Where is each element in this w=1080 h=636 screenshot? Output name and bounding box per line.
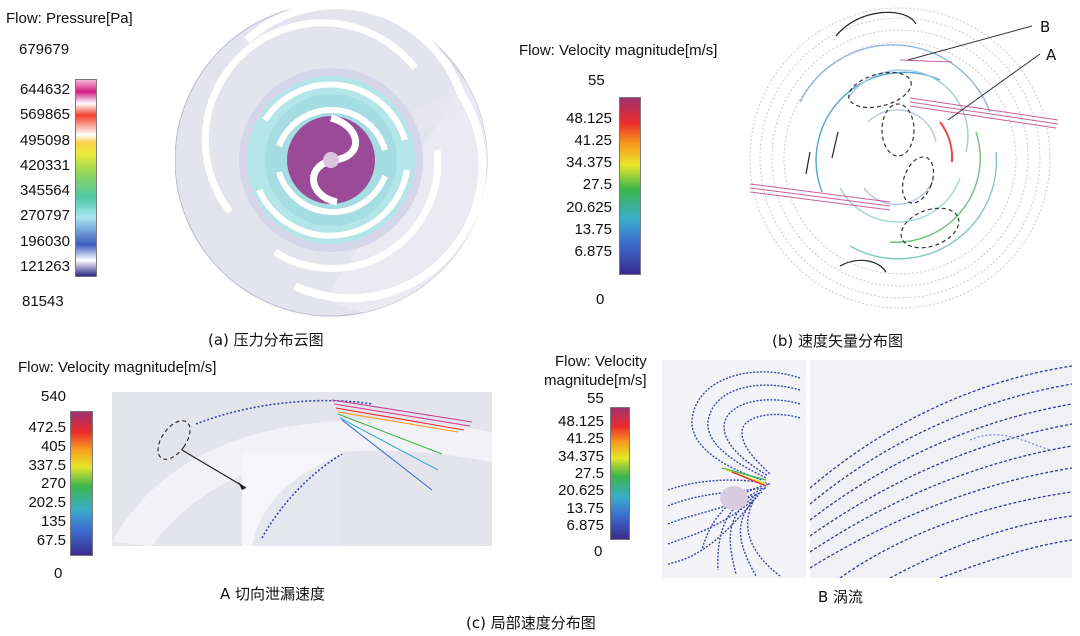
leak-tick: 405 <box>40 437 66 455</box>
velocity-tick: 27.5 <box>582 176 612 194</box>
leak-colorbar <box>70 411 93 556</box>
pressure-tick: 345564 <box>19 182 70 200</box>
pressure-tick: 495098 <box>19 131 70 149</box>
vortex-tick: 48.125 <box>558 413 604 430</box>
leak-legend-min: 0 <box>54 565 63 582</box>
velocity-tick: 48.125 <box>566 110 612 127</box>
vortex-tick: 34.375 <box>558 447 604 465</box>
vortex-closeup-left-image <box>662 360 806 578</box>
velocity-tick: 34.375 <box>566 154 612 172</box>
velocity-vector-image: B A <box>749 7 1059 309</box>
leak-tick: 337.5 <box>28 456 66 474</box>
vortex-tick: 41.25 <box>566 430 604 448</box>
velocity-legend-max: 55 <box>588 72 605 89</box>
velocity-tick: 20.625 <box>566 198 612 216</box>
leak-legend-ticks: 472.5 405 337.5 270 202.5 135 67.5 <box>0 419 66 549</box>
vortex-legend-ticks: 48.125 41.25 34.375 27.5 20.625 13.75 6.… <box>534 413 604 534</box>
pressure-legend-ticks: 644632 569865 495098 420331 345564 27079… <box>2 81 70 275</box>
pressure-tick: 569865 <box>19 106 70 124</box>
vortex-legend-min: 0 <box>594 543 603 560</box>
leak-tick: 135 <box>40 513 66 531</box>
pressure-legend-title: Flow: Pressure[Pa] <box>6 10 133 27</box>
velocity-legend-title: Flow: Velocity magnitude[m/s] <box>519 42 718 59</box>
panel-b-caption: (b) 速度矢量分布图 <box>772 332 903 350</box>
panel-c-left-caption: A 切向泄漏速度 <box>220 585 326 603</box>
leak-tick: 472.5 <box>28 419 66 436</box>
pressure-tick: 196030 <box>19 232 70 250</box>
velocity-tick: 6.875 <box>574 242 612 260</box>
velocity-tick: 13.75 <box>574 220 612 238</box>
leak-tick: 202.5 <box>28 494 66 512</box>
vortex-legend-title-line2: magnitude[m/s] <box>544 372 647 389</box>
label-a: A <box>1046 46 1057 64</box>
panel-a-caption: (a) 压力分布云图 <box>208 331 324 349</box>
velocity-colorbar <box>619 97 641 275</box>
leak-tick: 270 <box>40 475 66 493</box>
vortex-tick: 27.5 <box>574 464 604 482</box>
pressure-tick: 121263 <box>19 257 70 275</box>
pressure-tick: 270797 <box>19 207 70 225</box>
panel-c-caption: (c) 局部速度分布图 <box>466 614 596 632</box>
panel-c-right-caption: B 涡流 <box>818 588 864 606</box>
velocity-tick: 41.25 <box>574 132 612 150</box>
vortex-legend-max: 55 <box>587 390 604 407</box>
velocity-legend-min: 0 <box>596 291 605 308</box>
vortex-tick: 20.625 <box>558 482 604 500</box>
vortex-closeup-right-image <box>810 360 1072 578</box>
pressure-colorbar <box>75 79 97 277</box>
label-b: B <box>1040 18 1050 36</box>
pressure-legend-min: 81543 <box>22 293 64 310</box>
pressure-tick: 420331 <box>19 156 70 174</box>
vortex-tick: 6.875 <box>566 516 604 534</box>
leak-tick: 67.5 <box>36 531 66 549</box>
velocity-legend-ticks: 48.125 41.25 34.375 27.5 20.625 13.75 6.… <box>540 110 612 260</box>
pressure-legend-max: 679679 <box>19 41 70 58</box>
leakage-velocity-image <box>112 392 492 546</box>
vortex-tick: 13.75 <box>566 499 604 517</box>
vortex-legend-title-line1: Flow: Velocity <box>555 353 647 370</box>
pressure-contour-image <box>175 1 488 317</box>
leak-legend-title: Flow: Velocity magnitude[m/s] <box>18 359 217 376</box>
pressure-tick: 644632 <box>19 81 70 98</box>
leak-legend-max: 540 <box>41 388 67 405</box>
vortex-colorbar <box>610 407 630 540</box>
